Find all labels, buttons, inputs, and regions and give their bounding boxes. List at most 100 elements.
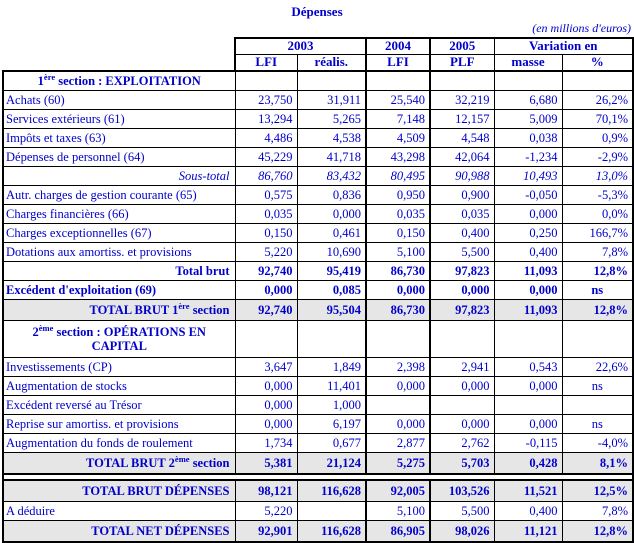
row-label-cell: Augmentation de stocks bbox=[2, 375, 236, 396]
expenses-table: 2003 2004 2005 Variation en LFI réalis. LFI PLF… bbox=[2, 36, 634, 543]
value-cell: 0,000 bbox=[493, 413, 563, 434]
value-cell: 0,000 bbox=[429, 375, 495, 396]
spacer-cell bbox=[2, 472, 634, 481]
value-cell: 2,877 bbox=[365, 432, 431, 453]
value-cell: 12,157 bbox=[429, 108, 495, 129]
row-label-cell: Excédent d'exploitation (69) bbox=[2, 279, 236, 300]
value-cell: 86,730 bbox=[365, 298, 431, 321]
value-cell: 12,5% bbox=[561, 479, 634, 502]
table-row: TOTAL BRUT 2ème section 5,381 21,124 5,275 5… bbox=[2, 451, 634, 475]
header-row-subcolumns: LFI réalis. LFI PLF masse% bbox=[3, 53, 634, 72]
value-cell: 11,093 bbox=[493, 298, 563, 321]
table-row: Dotations aux amortiss. et provisions 5,2… bbox=[2, 241, 634, 262]
value-cell: 0,9% bbox=[561, 127, 634, 148]
value-cell: 10,493 bbox=[493, 165, 563, 186]
table-row: TOTAL NET DÉPENSES 92,901 116,628 86,905 98,… bbox=[2, 519, 634, 543]
value-cell bbox=[561, 394, 634, 415]
value-cell: -0,115 bbox=[493, 432, 563, 453]
table-row: TOTAL BRUT 1ère section 92,740 95,504 86,73… bbox=[2, 298, 634, 321]
value-cell: 32,219 bbox=[429, 89, 495, 110]
value-cell: 95,419 bbox=[296, 260, 367, 281]
value-cell: 103,526 bbox=[429, 479, 495, 502]
table-row: Sous-total 86,760 83,432 80,495 90,988 10,493… bbox=[2, 165, 634, 186]
value-cell: -5,3% bbox=[561, 184, 634, 205]
header-corner-cell bbox=[3, 38, 235, 71]
value-cell: 0,150 bbox=[365, 222, 431, 243]
value-cell: 26,2% bbox=[561, 89, 634, 110]
value-cell: 86,760 bbox=[234, 165, 298, 186]
table-row: Impôts et taxes (63) 4,486 4,538 4,509 4,548… bbox=[2, 127, 634, 148]
value-cell bbox=[296, 500, 367, 521]
value-cell: 98,121 bbox=[234, 479, 298, 502]
header-subcolumn-cell: PLF bbox=[429, 53, 495, 72]
value-cell: 4,548 bbox=[429, 127, 495, 148]
value-cell bbox=[365, 319, 431, 358]
value-cell: 0,000 bbox=[429, 413, 495, 434]
value-cell: 5,100 bbox=[365, 241, 431, 262]
value-cell: 83,432 bbox=[296, 165, 367, 186]
value-cell: 41,718 bbox=[296, 146, 367, 167]
value-cell: 31,911 bbox=[296, 89, 367, 110]
value-cell: 0,000 bbox=[365, 375, 431, 396]
value-cell: 98,026 bbox=[429, 519, 495, 543]
value-cell: 5,703 bbox=[429, 451, 495, 475]
value-cell: 0,085 bbox=[296, 279, 367, 300]
row-label-cell: Augmentation du fonds de roulement bbox=[2, 432, 236, 453]
value-cell: 90,988 bbox=[429, 165, 495, 186]
value-cell bbox=[493, 319, 563, 358]
value-cell: 0,400 bbox=[429, 222, 495, 243]
value-cell: 0,400 bbox=[493, 500, 563, 521]
value-cell bbox=[561, 319, 634, 358]
row-label-cell: TOTAL NET DÉPENSES bbox=[2, 519, 236, 543]
value-cell: 0,543 bbox=[493, 356, 563, 377]
value-cell: 0,428 bbox=[493, 451, 563, 475]
row-label-cell: Impôts et taxes (63) bbox=[2, 127, 236, 148]
table-row: Services extérieurs (61) 13,294 5,265 7,148… bbox=[2, 108, 634, 129]
value-cell: 0,000 bbox=[234, 279, 298, 300]
table-header: 2003 2004 2005 Variation en LFI réalis. LFI PLF… bbox=[3, 36, 634, 72]
value-cell: 0,000 bbox=[493, 203, 563, 224]
table-row: Investissements (CP) 3,647 1,849 2,398 2,941… bbox=[2, 356, 634, 377]
row-label-cell: 2ème section : OPÉRATIONS EN CAPITAL bbox=[2, 319, 236, 358]
value-cell: 4,486 bbox=[234, 127, 298, 148]
value-cell bbox=[365, 394, 431, 415]
value-cell: 5,220 bbox=[234, 500, 298, 521]
row-label-cell: Services extérieurs (61) bbox=[2, 108, 236, 129]
header-group-cell: 2005 bbox=[429, 36, 495, 55]
value-cell: 5,275 bbox=[365, 451, 431, 475]
value-cell: 92,901 bbox=[234, 519, 298, 543]
row-label-cell: Reprise sur amortiss. et provisions bbox=[2, 413, 236, 434]
table-row: A déduire 5,220 5,100 5,500 0,400 7,8% bbox=[2, 500, 634, 521]
value-cell: 0,000 bbox=[234, 394, 298, 415]
value-cell: 92,005 bbox=[365, 479, 431, 502]
table-row: Excédent d'exploitation (69) 0,000 0,085 0,… bbox=[2, 279, 634, 300]
table-row: Augmentation du fonds de roulement 1,734 0… bbox=[2, 432, 634, 453]
value-cell: 12,8% bbox=[561, 519, 634, 543]
value-cell: 7,8% bbox=[561, 241, 634, 262]
value-cell bbox=[561, 69, 634, 91]
table-row: Charges exceptionnelles (67) 0,150 0,461 0,… bbox=[2, 222, 634, 243]
value-cell: 13,0% bbox=[561, 165, 634, 186]
header-subcolumn-cell: LFI bbox=[234, 53, 298, 72]
value-cell: 6,197 bbox=[296, 413, 367, 434]
value-cell: 0,000 bbox=[429, 279, 495, 300]
value-cell: 21,124 bbox=[296, 451, 367, 475]
value-cell: 0,035 bbox=[234, 203, 298, 224]
value-cell: 0,000 bbox=[234, 413, 298, 434]
value-cell: 23,750 bbox=[234, 89, 298, 110]
row-label-cell: Charges financières (66) bbox=[2, 203, 236, 224]
value-cell: 70,1% bbox=[561, 108, 634, 129]
value-cell: -2,9% bbox=[561, 146, 634, 167]
value-cell: 0,575 bbox=[234, 184, 298, 205]
value-cell bbox=[493, 69, 563, 91]
row-label-cell: 1ère section : EXPLOITATION bbox=[2, 69, 236, 91]
value-cell bbox=[296, 319, 367, 358]
value-cell: 0,000 bbox=[234, 375, 298, 396]
value-cell: 0,400 bbox=[493, 241, 563, 262]
header-subcolumn-cell: masse bbox=[493, 53, 563, 72]
value-cell: 97,823 bbox=[429, 260, 495, 281]
value-cell: 11,521 bbox=[493, 479, 563, 502]
table-row: TOTAL BRUT DÉPENSES 98,121 116,628 92,005 10… bbox=[2, 479, 634, 502]
value-cell: 4,509 bbox=[365, 127, 431, 148]
value-cell bbox=[365, 69, 431, 91]
